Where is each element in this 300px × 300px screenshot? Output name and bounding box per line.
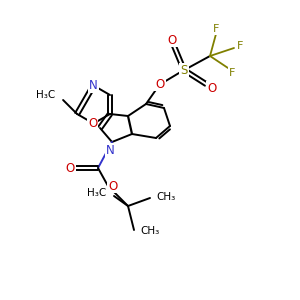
Text: O: O [167, 34, 177, 46]
Text: CH₃: CH₃ [140, 226, 160, 236]
Text: F: F [229, 68, 235, 78]
Text: H₃C: H₃C [36, 90, 55, 100]
Text: N: N [106, 143, 114, 157]
Text: F: F [213, 24, 219, 34]
Text: O: O [155, 77, 165, 91]
Text: O: O [207, 82, 217, 94]
Text: H₃C: H₃C [87, 188, 106, 198]
Text: O: O [88, 117, 97, 130]
Text: CH₃: CH₃ [156, 192, 176, 202]
Text: F: F [237, 41, 243, 51]
Text: N: N [89, 79, 98, 92]
Text: S: S [180, 64, 188, 76]
Text: O: O [65, 161, 75, 175]
Text: O: O [108, 179, 118, 193]
